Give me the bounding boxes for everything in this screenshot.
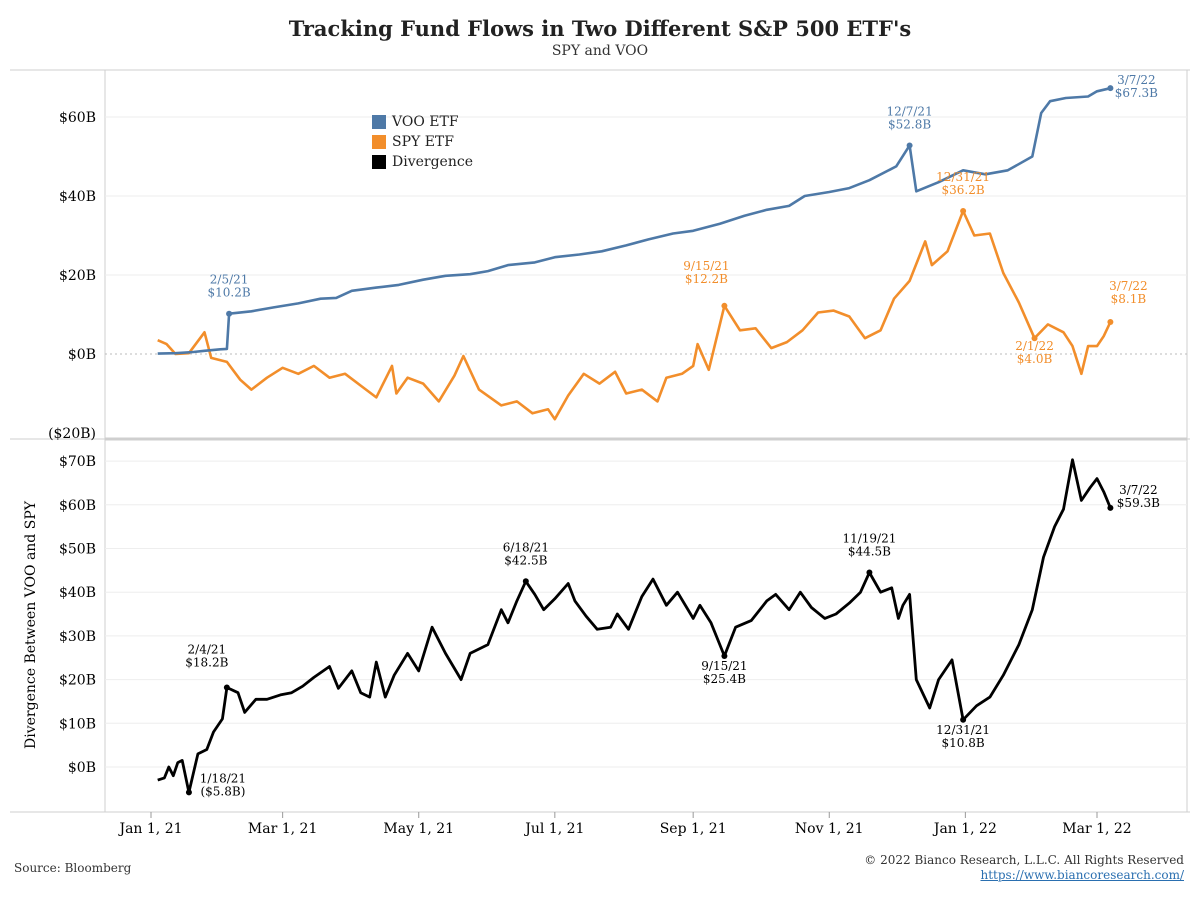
x-tick-label: May 1, 21 <box>383 821 454 837</box>
annotation-marker-bottom <box>185 789 192 796</box>
series-line-spy <box>157 209 1112 421</box>
annotation-marker-top <box>1031 335 1038 342</box>
annotation-date-bottom: 12/31/21 <box>936 723 990 737</box>
annotation-marker-bottom <box>223 684 230 691</box>
y-tick-label-bottom: $40B <box>59 585 96 601</box>
y-axis-title-bottom: Divergence Between VOO and SPY <box>23 500 39 749</box>
source-note: Source: Bloomberg <box>14 861 132 875</box>
annotation-marker-top <box>226 310 233 317</box>
copyright-text: © 2022 Bianco Research, L.L.C. All Right… <box>864 853 1184 867</box>
x-tick-label: Mar 1, 21 <box>248 821 317 837</box>
annotation-value-top: $10.2B <box>208 286 251 300</box>
legend-swatch-spy <box>372 135 386 149</box>
series-line-divergence <box>157 458 1112 794</box>
x-tick-label: Nov 1, 21 <box>795 821 864 837</box>
annotation-marker-top <box>960 208 967 215</box>
annotation-date-top: 2/1/22 <box>1015 339 1054 353</box>
y-tick-label-bottom: $60B <box>59 498 96 514</box>
x-tick-label: Jul 1, 21 <box>523 821 584 837</box>
y-tick-label-bottom: $50B <box>59 542 96 558</box>
annotation-value-top: $8.1B <box>1111 292 1147 306</box>
y-tick-label-top: $20B <box>59 268 96 284</box>
annotation-marker-bottom <box>1107 504 1114 511</box>
annotation-date-bottom: 9/15/21 <box>701 659 747 673</box>
annotation-date-top: 3/7/22 <box>1117 73 1156 87</box>
legend-label-spy: SPY ETF <box>392 134 454 150</box>
annotation-value-top: $52.8B <box>888 117 931 131</box>
legend-item-divergence: Divergence <box>372 152 473 172</box>
annotation-marker-bottom <box>522 578 529 585</box>
x-tick-label: Mar 1, 22 <box>1062 821 1131 837</box>
annotation-value-bottom: ($5.8B) <box>200 784 245 798</box>
annotation-date-top: 2/5/21 <box>210 273 249 287</box>
annotation-date-top: 9/15/21 <box>683 259 729 273</box>
annotation-value-bottom: $18.2B <box>185 655 228 669</box>
legend-swatch-voo <box>372 115 386 129</box>
website-link[interactable]: https://www.biancoresearch.com/ <box>980 868 1184 882</box>
y-tick-label-bottom: $20B <box>59 673 96 689</box>
annotation-value-bottom: $25.4B <box>703 672 746 686</box>
chart-subtitle: SPY and VOO <box>551 43 649 59</box>
x-tick-label: Jan 1, 22 <box>932 821 997 837</box>
top-panel-frame <box>104 69 1188 439</box>
annotation-marker-bottom <box>721 653 728 660</box>
annotation-value-bottom: $44.5B <box>848 545 891 559</box>
annotation-marker-bottom <box>960 716 967 723</box>
legend-swatch-divergence <box>372 155 386 169</box>
x-tick-label: Jan 1, 21 <box>117 821 182 837</box>
annotation-date-bottom: 2/4/21 <box>188 642 227 656</box>
copyright-block: © 2022 Bianco Research, L.L.C. All Right… <box>864 853 1184 883</box>
annotation-value-top: $36.2B <box>942 183 985 197</box>
annotation-value-bottom: $42.5B <box>504 553 547 567</box>
annotation-marker-bottom <box>866 569 873 576</box>
legend-label-divergence: Divergence <box>392 154 473 170</box>
y-tick-label-bottom: $10B <box>59 716 96 732</box>
annotation-value-bottom: $59.3B <box>1117 496 1160 510</box>
legend-item-spy: SPY ETF <box>372 132 473 152</box>
y-tick-label-bottom: $0B <box>68 760 96 776</box>
y-tick-label-top: $0B <box>68 347 96 363</box>
y-tick-label-bottom: $70B <box>59 454 96 470</box>
annotation-marker-top <box>721 302 728 309</box>
y-tick-label-bottom: $30B <box>59 629 96 645</box>
annotation-date-bottom: 11/19/21 <box>842 532 896 546</box>
annotation-value-top: $4.0B <box>1017 352 1053 366</box>
chart-title: Tracking Fund Flows in Two Different S&P… <box>288 16 912 41</box>
annotation-date-top: 12/31/21 <box>936 170 990 184</box>
annotation-value-top: $67.3B <box>1115 86 1158 100</box>
y-tick-label-top: $40B <box>59 189 96 205</box>
y-tick-label-top: $60B <box>59 110 96 126</box>
annotation-value-top: $12.2B <box>685 272 728 286</box>
legend-item-voo: VOO ETF <box>372 112 473 132</box>
x-tick-label: Sep 1, 21 <box>660 821 727 837</box>
legend: VOO ETF SPY ETF Divergence <box>372 112 473 172</box>
annotation-value-bottom: $10.8B <box>942 736 985 750</box>
annotation-marker-top <box>1107 85 1114 92</box>
annotation-marker-top <box>906 142 913 149</box>
annotation-date-bottom: 1/18/21 <box>200 771 246 785</box>
annotation-date-bottom: 6/18/21 <box>503 540 549 554</box>
series-line-voo <box>157 86 1111 355</box>
y-tick-label-top: ($20B) <box>48 426 96 442</box>
annotation-date-bottom: 3/7/22 <box>1119 483 1158 497</box>
annotation-date-top: 3/7/22 <box>1109 279 1148 293</box>
annotation-marker-top <box>1107 319 1114 326</box>
legend-label-voo: VOO ETF <box>392 114 459 130</box>
annotation-date-top: 12/7/21 <box>886 104 932 118</box>
